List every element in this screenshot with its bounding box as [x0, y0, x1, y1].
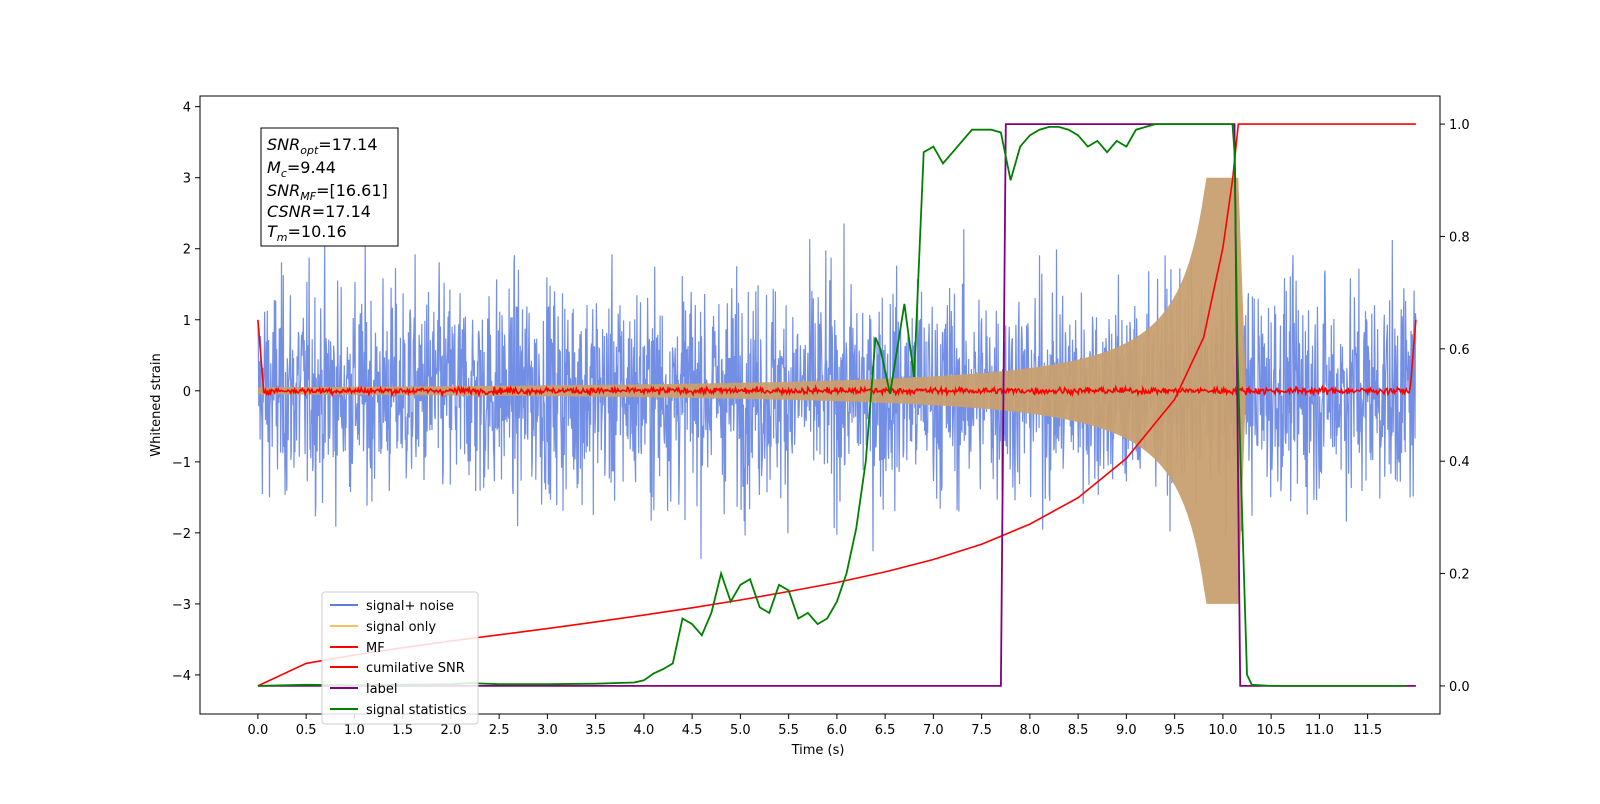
x-tick-label: 6.0 — [827, 723, 848, 738]
legend-label-signal-statistics: signal statistics — [366, 703, 467, 718]
snr-opt-annotation: SNRopt=17.14 — [267, 135, 378, 157]
y-tick-label: 4 — [183, 101, 191, 116]
x-tick-label: 2.5 — [489, 723, 510, 738]
y2-tick-label: 1.0 — [1449, 118, 1470, 133]
x-tick-label: 9.5 — [1164, 723, 1185, 738]
mf-series — [257, 319, 1417, 399]
snr-mf-annotation: SNRMF=[16.61] — [267, 181, 388, 203]
y-tick-label: −4 — [172, 669, 191, 684]
x-tick-label: 4.0 — [634, 723, 655, 738]
x-tick-label: 9.0 — [1116, 723, 1137, 738]
legend-label-mf: MF — [366, 641, 385, 656]
x-tick-label: 8.5 — [1068, 723, 1089, 738]
x-tick-label: 7.5 — [971, 723, 992, 738]
plot-frame — [199, 95, 1441, 715]
y2-tick-label: 0.8 — [1449, 230, 1470, 245]
legend-label-signal-plus-noise: signal+ noise — [366, 599, 454, 614]
x-tick-label: 3.0 — [537, 723, 558, 738]
x-tick-label: 11.5 — [1353, 723, 1382, 738]
y-tick-label: −2 — [172, 527, 191, 542]
legend-label-label: label — [366, 682, 397, 697]
legend-label-signal-only: signal only — [366, 620, 436, 635]
x-tick-label: 10.0 — [1208, 723, 1237, 738]
x-tick-label: 8.0 — [1020, 723, 1041, 738]
y2-tick-label: 0.4 — [1449, 455, 1470, 470]
x-tick-label: 6.5 — [875, 723, 896, 738]
y-tick-label: 0 — [183, 385, 191, 400]
x-axis-ticks: 0.0 0.5 1.0 1.5 2.0 2.5 3.0 3.5 4.0 4.5 5.0 5.5 6.0 6… — [248, 714, 1382, 738]
signal-statistics-series — [257, 123, 1407, 687]
x-tick-label: 1.0 — [344, 723, 365, 738]
y2-tick-label: 0.2 — [1449, 568, 1470, 583]
mf-line — [257, 319, 1417, 399]
y-tick-label: 3 — [183, 172, 191, 187]
mc-annotation: Mc=9.44 — [267, 158, 336, 180]
legend-label-cumilative-snr: cumilative SNR — [366, 661, 465, 676]
csnr-annotation: CSNR=17.14 — [267, 202, 371, 221]
x-tick-label: 0.0 — [248, 723, 269, 738]
y-tick-label: −3 — [172, 598, 191, 613]
x-axis-title: Time (s) — [791, 743, 845, 758]
x-tick-label: 0.5 — [296, 723, 317, 738]
x-tick-label: 3.5 — [585, 723, 606, 738]
y-tick-label: −1 — [172, 456, 191, 471]
signal-statistics-line — [257, 123, 1407, 687]
x-tick-label: 4.5 — [682, 723, 703, 738]
x-tick-label: 5.0 — [730, 723, 751, 738]
x-tick-label: 10.5 — [1257, 723, 1286, 738]
y2-tick-label: 0.0 — [1449, 680, 1470, 695]
x-tick-label: 5.5 — [778, 723, 799, 738]
legend: signal+ noise signal only MF cumilative … — [321, 591, 479, 725]
y-axis-ticks: 4 3 2 1 0 −1 −2 −3 −4 — [172, 101, 200, 684]
y2-tick-label: 0.6 — [1449, 343, 1470, 358]
x-tick-label: 2.0 — [441, 723, 462, 738]
y2-axis-ticks: 1.0 0.8 0.6 0.4 0.2 0.0 — [1440, 118, 1470, 695]
x-tick-label: 1.5 — [392, 723, 413, 738]
tm-annotation: Tm=10.16 — [267, 222, 347, 244]
x-tick-label: 11.0 — [1305, 723, 1334, 738]
stats-annotation-box: SNRopt=17.14 Mc=9.44 SNRMF=[16.61] CSNR=… — [260, 127, 399, 247]
y-tick-label: 2 — [183, 243, 191, 258]
x-tick-label: 7.0 — [923, 723, 944, 738]
y-axis-title: Whitened strain — [149, 353, 164, 456]
y-tick-label: 1 — [183, 314, 191, 329]
